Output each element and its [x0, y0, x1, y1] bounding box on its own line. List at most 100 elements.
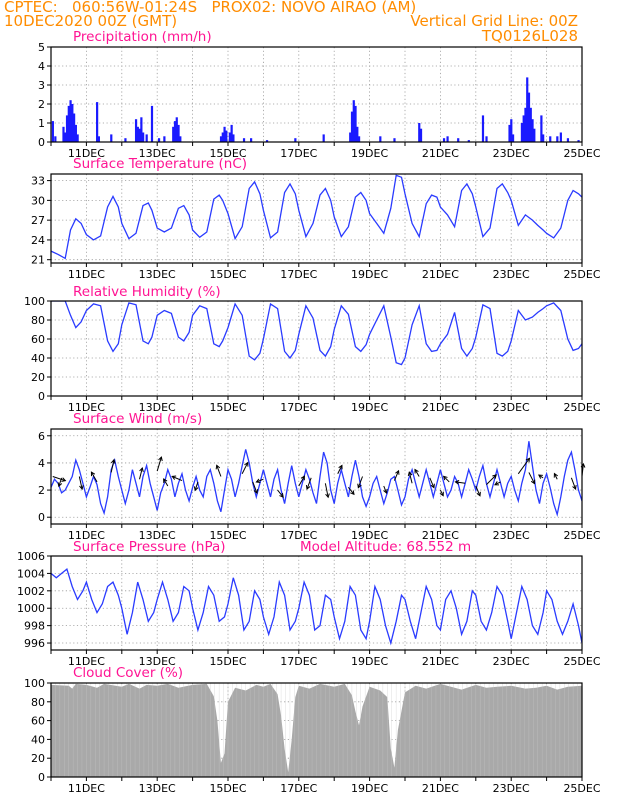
temp-xtick-label: 15DEC [209, 268, 246, 281]
wind-arrow-shaft [347, 487, 355, 495]
temp-xtick-label: 21DEC [422, 268, 459, 281]
precip-bar [51, 121, 54, 142]
temp-ytick-label: 24 [31, 234, 45, 247]
precip-xtick-label: 19DEC [351, 147, 388, 160]
wind-arrow-shaft [52, 476, 66, 482]
rh-xtick-label: 25DEC [563, 401, 600, 414]
precip-bar [352, 100, 355, 142]
precip-ytick-label: 2 [38, 98, 45, 111]
wind-ytick-label: 0 [38, 511, 45, 524]
wind-panel: 0 2 4 6 11DEC 13DEC 15DEC 17DEC 19DEC 21DEC 23DEC 2… [38, 411, 601, 542]
wind-arrow-shaft [408, 471, 413, 484]
wind-arrow-head [439, 491, 444, 497]
wind-arrow-shaft [383, 485, 388, 494]
precip-bar [522, 115, 525, 142]
temp-ytick-label: 30 [31, 194, 45, 207]
wind-arrow-shaft [277, 489, 284, 498]
precip-bar [172, 126, 175, 142]
precip-bar [175, 117, 178, 142]
rh-xtick-label: 23DEC [493, 401, 530, 414]
cloud-xtick-label: 21DEC [422, 782, 459, 795]
cloud-xtick-label: 25DEC [563, 782, 600, 795]
temp-xtick-label: 17DEC [280, 268, 317, 281]
wind-xtick-label: 23DEC [493, 529, 530, 542]
wind-arrow-shaft [110, 459, 115, 473]
cloud-xtick-label: 17DEC [280, 782, 317, 795]
cloud-frame [50, 682, 583, 778]
cloud-ytick-label: 60 [31, 715, 45, 728]
pressure-xtick-label: 17DEC [280, 655, 317, 668]
wind-arrow-head [442, 475, 448, 481]
wind-arrow-shaft [357, 476, 363, 488]
wind-xtick-label: 21DEC [422, 529, 459, 542]
cloud-xtick-label: 11DEC [68, 782, 105, 795]
rh-ytick-label: 60 [31, 333, 45, 346]
precip-xtick-label: 25DEC [563, 147, 600, 160]
wind-arrow-head [61, 477, 67, 482]
rh-xtick-label: 17DEC [280, 401, 317, 414]
wind-arrow-shaft [494, 481, 501, 486]
wind-arrow-shaft [139, 467, 143, 480]
precip-bar [230, 124, 233, 142]
precip-ytick-label: 5 [38, 41, 45, 54]
precip-bar [520, 123, 524, 142]
wind-arrow-shaft [306, 477, 312, 490]
precip-bar [524, 107, 527, 142]
pressure-panel: 996 998 1000 1002 1004 1006 11DEC 13DEC 15DEC 17D… [17, 539, 601, 668]
wind-arrow-head [325, 493, 330, 499]
cloud-xtick-label: 15DEC [209, 782, 246, 795]
wind-arrow-head [163, 478, 168, 484]
wind-arrow-head [110, 458, 116, 464]
precip-bar [54, 136, 57, 142]
precip-bar [232, 134, 235, 142]
temp-ytick-label: 33 [31, 175, 45, 188]
precip-bar [228, 132, 231, 142]
wind-arrow-head [383, 488, 388, 494]
precip-bar [446, 136, 449, 142]
cloud-xtick-label: 13DEC [139, 782, 176, 795]
temp-xtick-label: 23DEC [493, 268, 530, 281]
precip-bar [173, 121, 177, 142]
pressure-xtick-label: 25DEC [563, 655, 600, 668]
pressure-ytick-label: 1006 [17, 550, 45, 563]
wind-arrow-head [79, 485, 84, 491]
pressure-xtick-label: 15DEC [209, 655, 246, 668]
cloud-xtick-label: 23DEC [493, 782, 530, 795]
wind-xtick-label: 15DEC [209, 529, 246, 542]
precip-bar [134, 119, 138, 142]
precip-bar [145, 134, 148, 142]
wind-xtick-label: 19DEC [351, 529, 388, 542]
pressure-xtick-label: 23DEC [493, 655, 530, 668]
wind-arrow-head [430, 483, 435, 489]
wind-arrow-shaft [439, 489, 444, 496]
rh-title: Relative Humidity (%) [73, 284, 221, 300]
rh-xtick-label: 13DEC [139, 401, 176, 414]
wind-ytick-label: 2 [38, 484, 45, 497]
wind-arrow-shaft [324, 483, 329, 498]
wind-arrow-head [57, 482, 63, 488]
wind-ytick-label: 4 [38, 457, 45, 470]
wind-arrow-shaft [429, 477, 435, 488]
precip-bar [485, 136, 488, 142]
wind-arrow-head [305, 485, 311, 491]
wind-arrow-shaft [570, 477, 577, 490]
precip-bar [150, 105, 154, 142]
rh-ytick-label: 80 [31, 314, 45, 327]
precip-bar [73, 113, 76, 142]
precip-bar [76, 134, 79, 142]
precip-bar [223, 126, 226, 142]
wind-arrow-head [139, 467, 144, 473]
cloud-ytick-label: 0 [38, 771, 45, 784]
wind-arrow-shaft [486, 474, 497, 485]
precip-bar [559, 132, 562, 142]
temp-xtick-label: 25DEC [563, 268, 600, 281]
wind-arrow-shaft [58, 477, 63, 487]
precip-bar [179, 136, 182, 142]
cloud-xtick-label: 19DEC [351, 782, 388, 795]
precip-bar [356, 126, 359, 142]
wind-arrow-shaft [90, 471, 98, 483]
header-left-line1: CPTEC: 060:56W-01:24S PROX02: NOVO AIRAO… [4, 0, 417, 16]
precip-bar [71, 104, 74, 142]
wind-arrow-shaft [393, 470, 400, 481]
wind-arrow-head [253, 489, 259, 495]
